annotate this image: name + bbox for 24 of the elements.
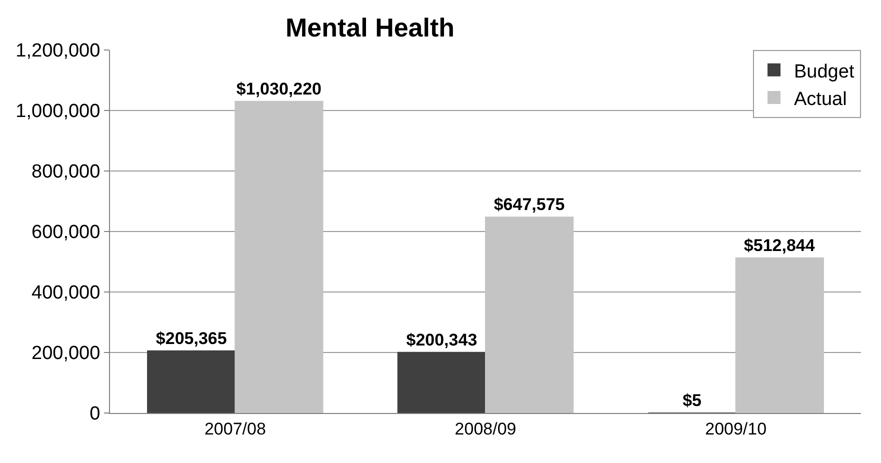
y-tick-label: 1,200,000 (16, 40, 100, 62)
legend-label: Budget (794, 61, 855, 82)
data-label: $647,575 (494, 195, 565, 214)
y-tick-label: 800,000 (32, 162, 100, 183)
bar (397, 352, 486, 413)
legend-label: Actual (794, 88, 847, 110)
x-tick-label: 2007/08 (204, 419, 266, 438)
y-tick-label: 200,000 (32, 343, 100, 364)
y-tick-label: 1,000,000 (16, 101, 100, 122)
bar (485, 216, 574, 413)
x-tick-label: 2008/09 (454, 419, 516, 438)
x-tick-label: 2009/10 (705, 419, 767, 438)
bar (735, 257, 824, 413)
data-label: $200,343 (406, 330, 478, 350)
bar (234, 100, 324, 413)
y-tick-label: 0 (90, 404, 100, 425)
data-label: $205,365 (156, 328, 227, 348)
data-label: $1,030,220 (236, 79, 322, 98)
chart-title: Mental Health (286, 12, 455, 43)
y-tick-label: 400,000 (32, 282, 100, 304)
data-label: $5 (682, 391, 702, 410)
y-tick-label: 600,000 (32, 222, 100, 244)
bar (147, 350, 236, 413)
data-label: $512,844 (744, 236, 816, 255)
